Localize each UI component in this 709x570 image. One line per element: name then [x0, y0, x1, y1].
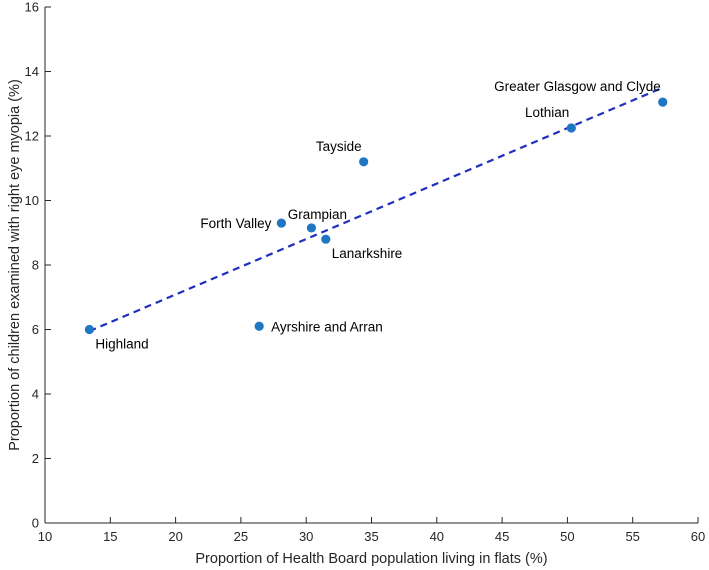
trend-line	[88, 86, 664, 333]
x-axis-label: Proportion of Health Board population li…	[195, 551, 547, 567]
point-labels: Highland Ayrshire and Arran Forth Valley Gr…	[95, 79, 660, 351]
x-tick-label: 45	[495, 529, 509, 544]
y-tick-label: 2	[32, 451, 39, 466]
x-tick-label: 15	[103, 529, 117, 544]
x-tick-label: 20	[168, 529, 182, 544]
point-label: Ayrshire and Arran	[271, 319, 383, 334]
y-tick-label: 8	[32, 258, 39, 273]
point-label: Greater Glasgow and Clyde	[494, 79, 661, 94]
data-point	[658, 97, 668, 107]
x-tick-label: 60	[691, 529, 705, 544]
point-label: Tayside	[316, 139, 362, 154]
data-point	[254, 321, 264, 331]
data-point	[276, 218, 286, 228]
data-point	[306, 223, 317, 233]
data-point	[84, 324, 95, 335]
point-label: Grampian	[288, 207, 347, 222]
y-axis-label: Proportion of children examined with rig…	[7, 79, 23, 451]
point-label: Highland	[95, 337, 148, 352]
data-point	[321, 234, 331, 244]
x-tick-label: 30	[299, 529, 313, 544]
y-tick-label: 16	[25, 0, 39, 15]
y-tick-label: 0	[32, 516, 39, 531]
x-tick-label: 50	[560, 529, 574, 544]
y-tick-label: 4	[32, 387, 39, 402]
x-tick-label: 40	[430, 529, 444, 544]
x-tick-label: 35	[364, 529, 378, 544]
y-tick-label: 12	[25, 129, 39, 144]
y-tick-label: 10	[25, 193, 39, 208]
x-tick-label: 10	[38, 529, 52, 544]
y-tick-label: 6	[32, 322, 39, 337]
x-tick-label: 25	[234, 529, 248, 544]
data-point	[566, 123, 576, 133]
axes: 10 15 20 25 30 35 40 45 50 55 60 0 2 4 6 8 10 12 14 16	[25, 0, 706, 544]
data-point	[359, 157, 369, 167]
point-label: Lanarkshire	[332, 246, 403, 261]
x-tick-label: 55	[625, 529, 639, 544]
y-tick-label: 14	[25, 64, 39, 79]
data-points	[84, 97, 668, 335]
trend-line-group	[88, 86, 664, 333]
point-label: Lothian	[525, 105, 569, 120]
point-label: Forth Valley	[200, 216, 271, 231]
